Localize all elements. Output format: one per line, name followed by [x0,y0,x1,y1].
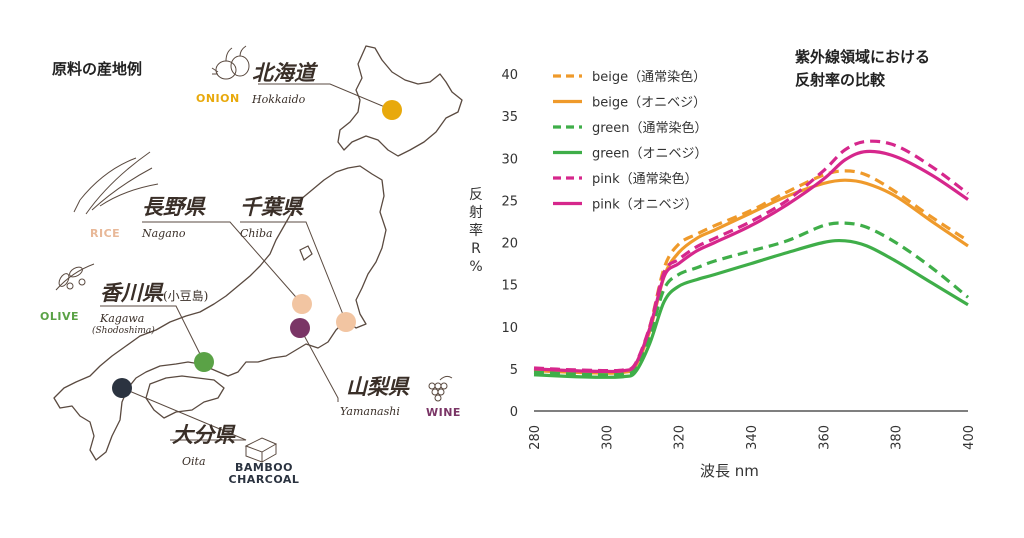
dot-yamanashi[interactable] [290,318,310,338]
label-nagano-material: RICE [90,227,121,240]
label-kagawa-material: OLIVE [40,310,79,323]
japan-map [53,45,463,463]
legend-label: green（オニベジ） [592,147,708,162]
label-hokkaido-roman: Hokkaido [252,93,306,106]
series-line [533,178,969,375]
legend-label: beige（通常染色） [592,69,706,85]
label-oita-material: BAMBOO CHARCOAL [228,461,300,487]
dot-oita[interactable] [112,378,132,398]
label-oita-jp: 大分県 [172,422,235,447]
y-tick-label: 15 [501,279,518,294]
label-kagawa-jp: 香川県(小豆島) [100,280,209,305]
x-tick-label: 280 [528,425,543,450]
y-tick-label: 0 [510,405,518,420]
rice-icon [73,151,159,215]
label-kagawa-roman: Kagawa [100,312,145,325]
label-hokkaido-material: ONION [196,92,240,105]
series-line [533,221,970,377]
y-tick-label: 35 [501,110,518,125]
label-chiba-roman: Chiba [240,227,273,240]
label-yamanashi-jp: 山梨県 [346,374,409,399]
y-tick-label: 5 [510,363,518,378]
sado-outline [299,245,313,261]
y-tick-label: 40 [501,68,518,83]
label-nagano-roman: Nagano [142,227,186,240]
x-tick-label: 340 [745,425,760,450]
label-chiba-jp: 千葉県 [240,194,303,219]
olive-icon [55,263,95,291]
dot-nagano[interactable] [292,294,312,314]
y-tick-label: 25 [501,194,518,209]
map-title: 原料の産地例 [52,60,143,78]
label-kagawa-note: (小豆島) [163,289,209,303]
legend-label: beige（オニベジ） [592,96,706,111]
label-oita-roman: Oita [182,455,206,468]
label-nagano-jp: 長野県 [142,194,205,219]
leader-lines [100,83,393,441]
chart-title-text: 紫外線領域における 反射率の比較 [795,48,931,89]
y-tick-label: 20 [501,237,518,252]
dot-hokkaido[interactable] [382,100,402,120]
legend-label: pink（通常染色） [592,171,698,187]
chart-title: 紫外線領域における 反射率の比較 [795,46,930,92]
dot-chiba[interactable] [336,312,356,332]
x-axis-label: 波長 nm [700,462,759,480]
dot-kagawa[interactable] [194,352,214,372]
legend-label: green（通常染色） [592,120,708,136]
x-tick-label: 380 [890,425,905,450]
label-yamanashi-roman: Yamanashi [340,405,400,418]
honshu-outline [53,165,387,461]
label-hokkaido-jp: 北海道 [252,60,315,85]
x-tick-label: 300 [600,425,615,450]
x-tick-label: 320 [673,425,688,450]
y-tick-label: 30 [501,152,518,167]
legend-label: pink（オニベジ） [592,198,698,213]
shikoku-outline [145,375,225,419]
y-tick-label: 10 [501,321,518,336]
series-line [533,238,969,379]
label-kagawa-roman-note: (Shodoshima) [92,326,155,336]
grapes-icon [428,375,453,402]
x-tick-label: 400 [962,425,977,450]
label-yamanashi-material: WINE [426,406,461,419]
x-tick-label: 360 [817,425,832,450]
y-axis-label: 反射率 R% [469,187,483,275]
onion-icon [211,45,250,80]
series-line [533,149,969,374]
charcoal-icon [244,437,278,463]
hokkaido-outline [337,45,463,157]
